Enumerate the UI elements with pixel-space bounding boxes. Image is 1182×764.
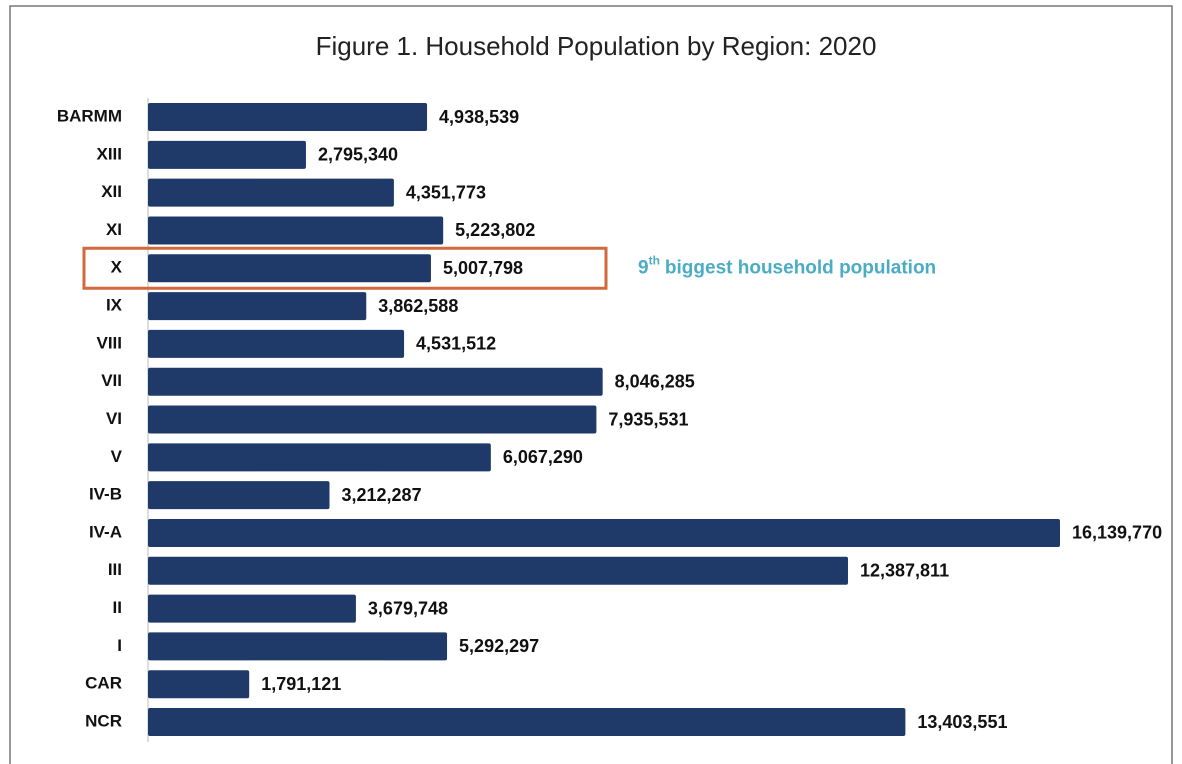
y-tick-label: II	[113, 598, 122, 617]
data-label: 8,046,285	[615, 371, 695, 391]
bar	[148, 140, 306, 169]
y-tick-label: XII	[101, 182, 122, 201]
data-label: 1,791,121	[261, 674, 341, 694]
bar	[148, 292, 367, 321]
y-tick-label: VI	[106, 409, 122, 428]
chart-title: Figure 1. Household Population by Region…	[316, 31, 877, 61]
bar	[148, 367, 603, 396]
data-label: 4,938,539	[439, 107, 519, 127]
y-tick-label: CAR	[85, 674, 122, 693]
data-label: 13,403,551	[917, 712, 1007, 732]
data-label: 16,139,770	[1072, 523, 1162, 543]
annotation: 9th biggest household population	[638, 253, 936, 278]
y-tick-label: VII	[101, 371, 122, 390]
y-tick-label: BARMM	[57, 106, 122, 125]
data-label: 5,223,802	[455, 220, 535, 240]
data-label: 5,292,297	[459, 636, 539, 656]
y-tick-label: XI	[106, 220, 122, 239]
data-label: 5,007,798	[443, 258, 523, 278]
y-tick-label: IX	[106, 296, 123, 315]
y-tick-label: NCR	[85, 711, 122, 730]
frame	[9, 5, 1173, 764]
bar	[148, 670, 250, 699]
y-tick-label: I	[117, 636, 122, 655]
annotation-text: biggest household population	[665, 257, 936, 278]
bar	[148, 216, 444, 245]
data-label: 7,935,531	[608, 409, 688, 429]
bar	[148, 632, 448, 661]
data-label: 4,351,773	[406, 182, 486, 202]
y-tick-label: VIII	[96, 333, 122, 352]
data-label: 3,862,588	[378, 296, 458, 316]
data-label: 4,531,512	[416, 334, 496, 354]
y-tick-label: X	[111, 258, 123, 277]
highlight-box	[82, 246, 608, 290]
bar	[148, 443, 491, 472]
bar	[148, 594, 356, 623]
data-label: 6,067,290	[503, 447, 583, 467]
y-tick-label: III	[108, 560, 122, 579]
bar	[148, 103, 428, 131]
bar	[148, 178, 394, 207]
bar	[148, 556, 848, 585]
annotation-number: 9	[638, 257, 649, 278]
bar	[148, 708, 906, 736]
bar	[148, 329, 405, 358]
y-tick-label: IV-A	[89, 522, 122, 541]
bar	[148, 254, 431, 283]
y-tick-label: XIII	[96, 144, 122, 163]
y-tick-label: IV-B	[89, 485, 122, 504]
y-tick-label: V	[111, 447, 123, 466]
bar	[148, 481, 330, 510]
data-label: 3,212,287	[342, 485, 422, 505]
annotation-superscript: th	[649, 253, 660, 267]
data-label: 2,795,340	[318, 145, 398, 165]
data-label: 3,679,748	[368, 598, 448, 618]
data-label: 12,387,811	[860, 561, 949, 581]
bar	[148, 405, 597, 434]
bar	[148, 518, 1060, 547]
